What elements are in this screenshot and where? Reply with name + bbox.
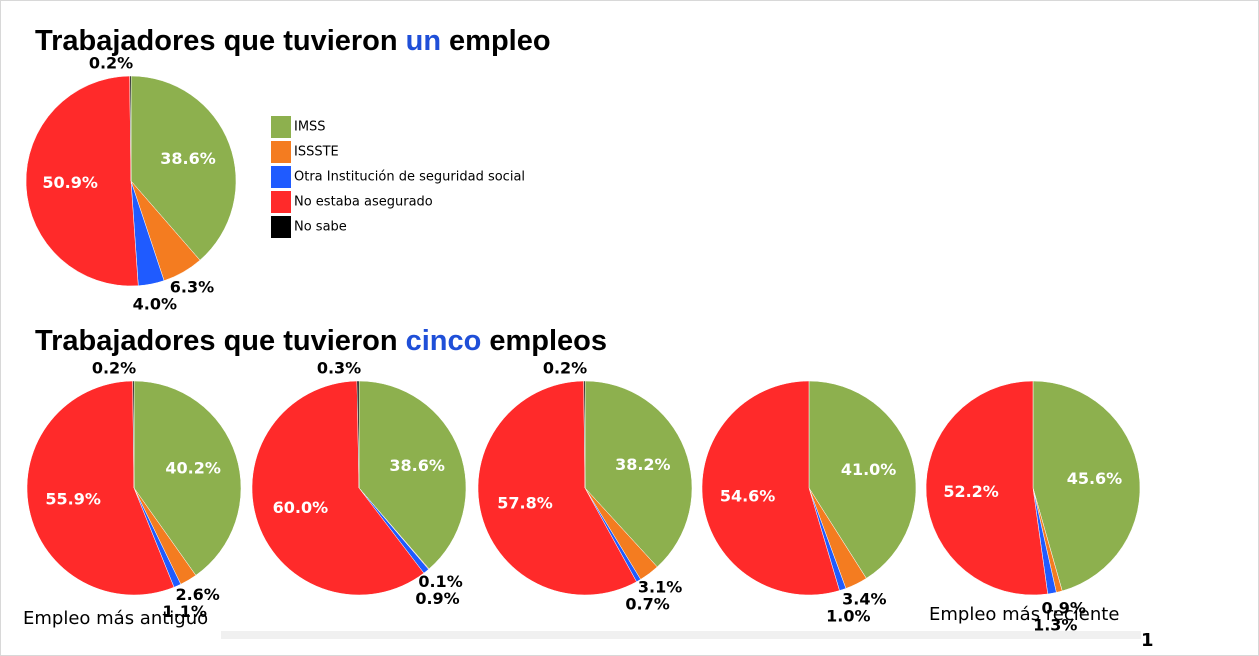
legend-label: ISSSTE [294,145,339,160]
pie-slice [477,380,637,596]
pie-slice [583,380,586,489]
heading: Trabajadores que tuvieron un empleo [35,25,559,58]
pie-slice [808,380,917,579]
value-label: 0.2% [92,359,136,378]
value-label: 2.6% [175,585,219,604]
heading-highlight: un [405,25,442,57]
value-label: 0.1% [418,572,462,591]
value-label: 41.0% [841,460,897,479]
legend-swatch [271,116,291,138]
value-label: 45.6% [1067,469,1123,488]
pie-slice [584,380,693,568]
value-label: 3.1% [638,577,682,596]
legend-label: No estaba asegurado [294,195,433,210]
pie-slice [925,380,1049,596]
footer-bar [221,631,1141,639]
pie-slice [356,380,360,489]
value-label: 1.3% [1033,616,1077,635]
value-label: 0.9% [1042,599,1086,618]
heading-part: Trabajadores que tuvieron [35,25,398,57]
pie-slice [129,75,132,182]
pie-slice [130,75,237,261]
value-label: 0.2% [543,359,587,378]
value-label: 0.3% [317,359,361,378]
pie-slice [26,380,175,596]
caption: Empleo más reciente [929,604,1119,625]
legend-swatch [271,191,291,213]
value-label: 1.0% [826,607,870,626]
pie-slice [25,75,139,287]
heading-part: empleos [489,325,608,357]
value-label: 57.8% [497,493,553,512]
value-label: 60.0% [273,498,329,517]
legend-label: IMSS [294,120,326,135]
heading-part: Trabajadores que tuvieron [35,325,398,357]
value-label: 54.6% [720,486,776,505]
value-label: 4.0% [133,294,177,313]
legend-swatch [271,216,291,238]
value-label: 38.6% [389,456,445,475]
pie-slice [701,380,840,596]
page-number: 1 [1141,630,1154,651]
legend-label: No sabe [294,220,347,235]
value-label: 6.3% [170,277,214,296]
value-label: 50.9% [42,173,98,192]
heading-highlight: cinco [405,325,482,357]
pie-slice [251,380,425,596]
value-label: 1.1% [163,602,207,621]
pie-slice [133,380,242,576]
pie-slice [132,380,135,489]
value-label: 3.4% [842,590,886,609]
legend-swatch [271,141,291,163]
value-label: 38.6% [160,149,216,168]
legend-swatch [271,166,291,188]
value-label: 55.9% [45,490,101,509]
value-label: 38.2% [615,455,671,474]
caption: Empleo más antiguo [23,608,208,629]
value-label: 0.7% [625,594,669,613]
value-label: 52.2% [943,482,999,501]
heading-part: empleo [449,25,551,57]
legend-label: Otra Institución de seguridad social [294,170,525,185]
pie-slice [1032,380,1141,592]
value-label: 0.9% [415,589,459,608]
pie-slice [358,380,467,570]
value-label: 40.2% [165,459,221,478]
heading: Trabajadores que tuvieron cinco empleos [35,325,615,358]
value-label: 0.2% [89,54,133,73]
